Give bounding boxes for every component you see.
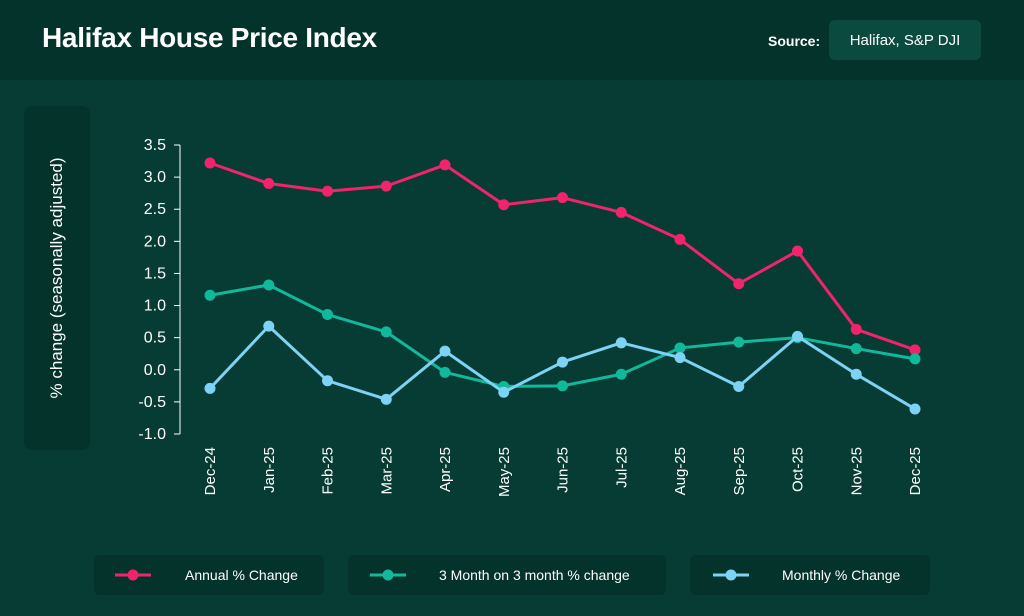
data-point [322, 185, 333, 197]
y-tick-label: 1.5 [144, 265, 166, 282]
data-point [909, 403, 921, 415]
legend-item-annual: Annual % Change [94, 555, 324, 595]
legend-swatch-annual [115, 569, 151, 581]
y-tick-label: 0.5 [144, 330, 166, 347]
x-tick-label: Oct-25 [790, 447, 807, 492]
x-tick-label: May-25 [496, 447, 513, 497]
legend-marker-monthly [725, 569, 737, 581]
y-tick-label: 3.5 [144, 137, 166, 154]
data-point [615, 206, 627, 218]
legend-swatch-monthly [713, 569, 749, 581]
x-tick-label: Dec-24 [202, 447, 219, 495]
data-point [498, 199, 510, 211]
legend-swatch-three-month [370, 569, 406, 581]
data-point [322, 309, 333, 321]
y-tick-label: 2.5 [144, 201, 166, 218]
source-value: Halifax, S&P DJI [849, 31, 961, 49]
data-point [322, 375, 333, 387]
data-point [674, 342, 686, 354]
data-point [557, 356, 568, 368]
data-point [850, 368, 862, 380]
y-tick-label: -1.0 [138, 426, 166, 443]
y-tick-label: 2.0 [144, 233, 166, 250]
data-point [792, 245, 803, 257]
data-point [380, 180, 392, 192]
header-bar: Halifax House Price Index Source: Halifa… [0, 0, 1024, 80]
data-point [733, 380, 745, 392]
x-tick-label: Dec-25 [907, 447, 924, 495]
axes: 3.5 3.0 2.5 2.0 1.5 1.0 0.5 0.0 -0.5 -1.0 Dec-24 Ja… [138, 137, 924, 497]
y-axis-label-panel [24, 106, 90, 450]
x-tick-label: Feb-25 [320, 447, 337, 495]
legend-item-monthly: Monthly % Change [690, 555, 930, 595]
data-point [380, 393, 392, 405]
data-point [204, 289, 216, 301]
data-point [792, 330, 803, 342]
data-point [615, 368, 627, 380]
data-point [733, 278, 745, 290]
data-point [498, 386, 510, 398]
source-label: Source: [768, 33, 821, 49]
legend-label-annual: Annual % Change [185, 567, 298, 583]
data-point [439, 366, 451, 378]
x-tick-label: Jul-25 [613, 447, 630, 488]
data-point [850, 323, 862, 335]
legend-label-monthly: Monthly % Change [782, 567, 901, 583]
data-point [850, 343, 862, 355]
y-tick-label: -0.5 [138, 394, 166, 411]
x-tick-label: Jan-25 [261, 447, 278, 493]
chart-title: Halifax House Price Index [42, 22, 377, 53]
y-tick-label: 1.0 [144, 298, 166, 315]
series-layer [204, 157, 921, 415]
data-point [439, 345, 451, 357]
legend-item-three-month: 3 Month on 3 month % change [348, 555, 666, 595]
legend-marker-annual [127, 569, 139, 581]
data-point [204, 382, 216, 394]
legend-label-three-month: 3 Month on 3 month % change [439, 567, 630, 583]
data-point [615, 337, 627, 349]
data-point [263, 320, 275, 332]
source-badge: Halifax, S&P DJI [829, 20, 981, 60]
y-tick-label: 0.0 [144, 362, 166, 379]
data-point [733, 336, 745, 348]
x-tick-label: Jun-25 [555, 447, 572, 493]
x-tick-label: Apr-25 [437, 447, 454, 492]
data-point [557, 380, 568, 392]
data-point [263, 279, 275, 291]
x-tick-label: Mar-25 [378, 447, 395, 495]
data-point [439, 159, 451, 171]
data-point [909, 344, 921, 356]
legend-marker-three-month [382, 569, 394, 581]
y-tick-label: 3.0 [144, 169, 166, 186]
data-point [674, 352, 686, 364]
x-tick-label: Aug-25 [672, 447, 689, 495]
x-tick-label: Nov-25 [848, 447, 865, 495]
series-line [209, 161, 916, 352]
data-point [380, 326, 392, 338]
x-tick-label: Sep-25 [731, 447, 748, 495]
data-point [263, 178, 275, 190]
data-point [204, 157, 216, 169]
data-point [557, 192, 568, 204]
data-point [909, 353, 921, 365]
data-point [674, 233, 686, 245]
